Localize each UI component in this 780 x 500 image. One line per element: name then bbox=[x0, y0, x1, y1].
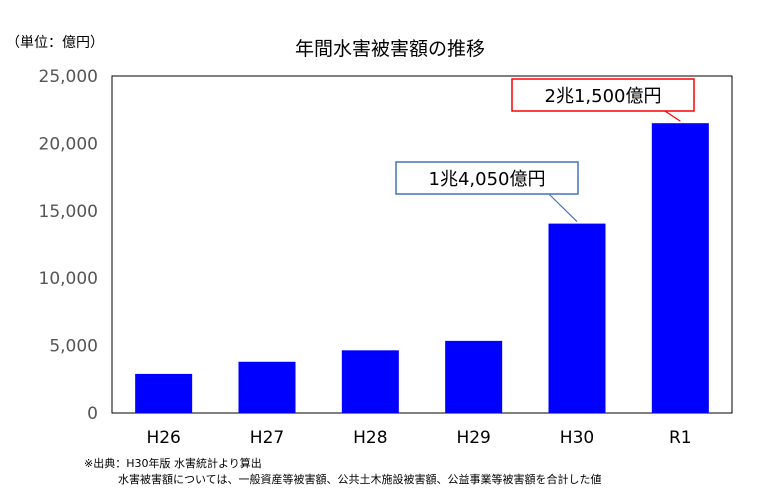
y-tick-label: 25,000 bbox=[39, 67, 98, 87]
y-tick-label: 0 bbox=[87, 404, 98, 424]
bar-h29 bbox=[445, 340, 503, 413]
callout-box bbox=[511, 78, 695, 112]
bar-h26 bbox=[135, 373, 193, 413]
bar-r1 bbox=[651, 123, 709, 414]
source-note: ※出典：H30年版 水害統計より算出 水害被害額については、一般資産等被害額、公… bbox=[84, 456, 601, 488]
y-tick-label: 5,000 bbox=[49, 337, 98, 357]
plot-area bbox=[111, 75, 733, 414]
chart-title: 年間水害被害額の推移 bbox=[294, 38, 485, 60]
y-tick-label: 15,000 bbox=[39, 202, 98, 222]
bar-h28 bbox=[341, 350, 399, 413]
x-tick-label: H26 bbox=[146, 428, 180, 448]
source-note-line2: 水害被害額については、一般資産等被害額、公共土木施設被害額、公益事業等被害額を合… bbox=[118, 473, 602, 486]
data-label: 2兆1,500億円 bbox=[545, 86, 662, 107]
callout-leader bbox=[548, 193, 578, 223]
source-note-line1: ※出典：H30年版 水害統計より算出 bbox=[84, 457, 262, 470]
bar-h30 bbox=[548, 223, 606, 413]
x-tick-label: H30 bbox=[560, 428, 594, 448]
x-tick-label: H27 bbox=[250, 428, 284, 448]
unit-label: （単位：億円） bbox=[6, 35, 104, 51]
callout-box bbox=[395, 161, 579, 195]
y-tick-label: 10,000 bbox=[39, 269, 98, 289]
x-tick-label: H29 bbox=[456, 428, 490, 448]
y-tick-label: 20,000 bbox=[39, 134, 98, 154]
callout-leader bbox=[664, 110, 681, 122]
data-label: 1兆4,050億円 bbox=[429, 169, 546, 190]
x-tick-label: H28 bbox=[353, 428, 387, 448]
bar-h27 bbox=[238, 361, 296, 413]
x-tick-label: R1 bbox=[669, 428, 692, 448]
